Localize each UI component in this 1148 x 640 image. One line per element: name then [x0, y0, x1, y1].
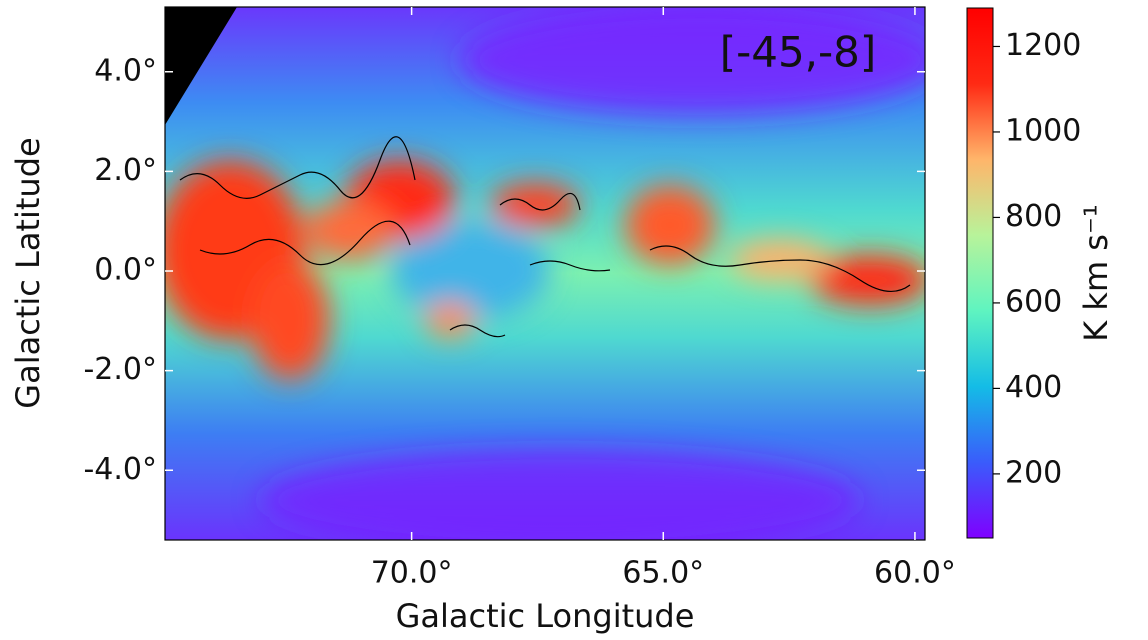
colorbar	[966, 7, 994, 539]
colorbar-tick-label: 800	[1005, 199, 1062, 234]
colorbar-title: K km s⁻¹	[1077, 204, 1115, 341]
colorbar-tick-label: 1200	[1005, 28, 1081, 63]
y-tick-label: 0.0°	[94, 253, 157, 288]
y-tick-label: -2.0°	[83, 352, 157, 387]
plot-frame	[164, 6, 926, 541]
y-axis-title: Galactic Latitude	[9, 137, 47, 408]
x-tick-label: 70.0°	[371, 556, 453, 591]
y-tick-label: 4.0°	[94, 53, 157, 88]
colorbar-tick-label: 200	[1005, 455, 1062, 490]
intensity-map	[165, 7, 925, 540]
x-tick-label: 65.0°	[622, 556, 704, 591]
colorbar-tick-label: 400	[1005, 370, 1062, 405]
y-tick-label: -4.0°	[83, 452, 157, 487]
colorbar-tick-label: 1000	[1005, 113, 1081, 148]
x-tick-label: 60.0°	[874, 556, 956, 591]
annotation: [-45,-8]	[720, 28, 877, 77]
y-tick-label: 2.0°	[94, 153, 157, 188]
x-axis-title: Galactic Longitude	[396, 597, 695, 635]
colorbar-tick-label: 600	[1005, 284, 1062, 319]
